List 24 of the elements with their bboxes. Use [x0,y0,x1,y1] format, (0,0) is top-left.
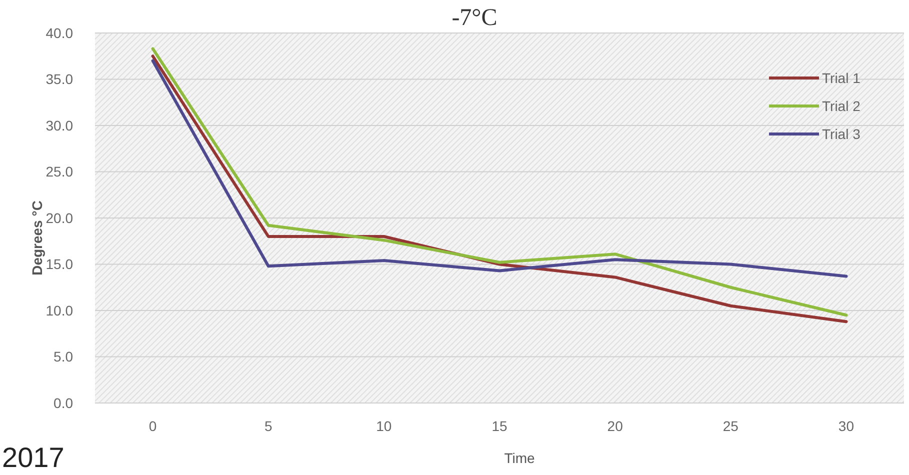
legend-label: Trial 1 [822,70,861,86]
legend-label: Trial 2 [822,98,861,114]
y-tick-label: 0.0 [54,394,74,411]
x-axis-title: Time [504,450,536,466]
chart-title: -7°C [452,5,498,31]
y-tick-label: 40.0 [46,24,74,41]
y-tick-label: 5.0 [54,348,74,365]
line-series [151,59,848,278]
x-tick-label: 30 [838,418,854,434]
legend-label: Trial 3 [822,126,861,142]
text: 2017 [2,442,64,473]
y-tick-label: 35.0 [46,71,74,88]
x-tick-label: 10 [376,418,392,434]
y-axis-title: Degrees °C [29,200,45,276]
y-tick-label: 10.0 [46,302,74,318]
x-tick-label: 20 [607,418,624,434]
y-tick-label: 25.0 [46,164,74,180]
y-tick-label: 15.0 [46,256,74,272]
x-tick-label: 5 [264,418,272,434]
x-tick-label: 15 [492,418,508,434]
y-tick-label: 20.0 [46,210,74,226]
x-tick-label: 0 [148,418,157,434]
y-tick-label: 30.0 [46,117,74,134]
x-tick-label: 25 [722,418,739,434]
